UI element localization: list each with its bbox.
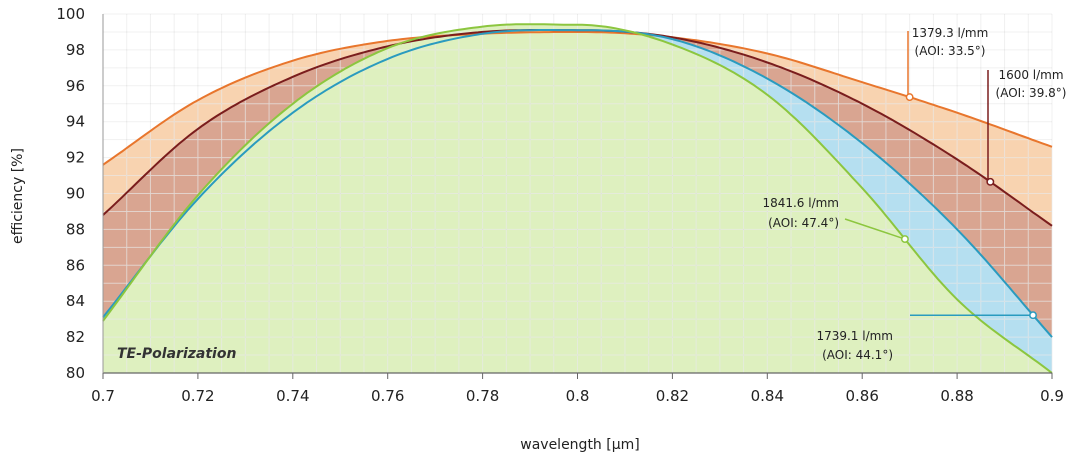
series-label-1: 1600 l/mm: [998, 68, 1063, 82]
series-aoi-label-3: (AOI: 47.4°): [768, 216, 839, 230]
series-line-2: [102, 29, 1053, 338]
y-axis-title: efficiency [%]: [10, 148, 26, 244]
series-lines: [102, 23, 1053, 374]
series-annotations: 1379.3 l/mm (AOI: 33.5°) 1600 l/mm (AOI: 39…: [762, 26, 1066, 362]
series-marker-1: [986, 177, 995, 186]
x-tick-label: 0.74: [276, 387, 309, 405]
y-tick-label: 94: [66, 113, 85, 131]
polarization-label: TE-Polarization: [117, 346, 236, 362]
x-tick-label: 0.72: [181, 387, 214, 405]
y-tick-label: 90: [66, 185, 85, 203]
y-tick-label: 96: [66, 77, 85, 95]
x-tick-label: 0.82: [656, 387, 689, 405]
series-marker-2: [1029, 311, 1037, 320]
series-line-0: [102, 30, 1053, 166]
series-label-3: 1841.6 l/mm: [762, 196, 839, 210]
y-tick-label: 86: [66, 256, 85, 274]
series-marker-3: [900, 235, 909, 244]
y-tick-label: 80: [66, 364, 85, 382]
series-aoi-label-0: (AOI: 33.5°): [915, 44, 986, 58]
y-tick-label: 92: [66, 149, 85, 167]
y-tick-label: 82: [66, 328, 85, 346]
y-tick-label: 88: [66, 220, 85, 238]
tick-labels: 0.7 0.72 0.74 0.76 0.78 0.8 0.82 0.84 0.86 0.88 0.…: [56, 5, 1064, 405]
axes: [102, 14, 1053, 379]
x-axis-title: wavelength [µm]: [520, 437, 639, 453]
series-aoi-label-2: (AOI: 44.1°): [822, 348, 893, 362]
y-tick-label: 100: [56, 5, 85, 23]
x-tick-label: 0.78: [466, 387, 499, 405]
x-tick-label: 0.86: [845, 387, 878, 405]
series-aoi-label-1: (AOI: 39.8°): [996, 86, 1067, 100]
series-line-3: [102, 23, 1053, 374]
x-tick-label: 0.8: [566, 387, 590, 405]
x-tick-label: 0.9: [1040, 387, 1064, 405]
series-marker-0: [905, 93, 914, 102]
x-tick-label: 0.76: [371, 387, 404, 405]
series-label-2: 1739.1 l/mm: [816, 329, 893, 343]
x-tick-label: 0.7: [91, 387, 115, 405]
grid-lines: [102, 13, 1053, 374]
series-label-0: 1379.3 l/mm: [912, 26, 989, 40]
annotation-leader-3: [844, 218, 906, 240]
x-tick-label: 0.88: [940, 387, 973, 405]
y-tick-label: 84: [66, 292, 85, 310]
y-tick-label: 98: [66, 41, 85, 59]
x-tick-label: 0.84: [751, 387, 784, 405]
